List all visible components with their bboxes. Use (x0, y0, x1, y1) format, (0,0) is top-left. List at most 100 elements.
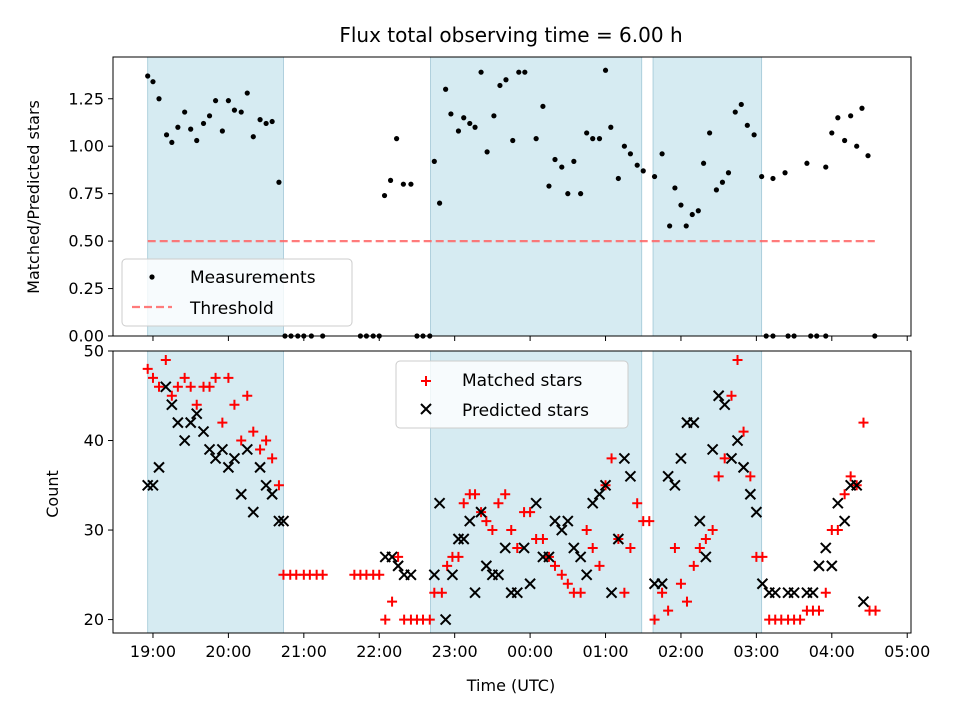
top-panel: 0.00 0.25 0.50 0.75 1.00 1.25 Measurements Thre… (68, 56, 912, 346)
matched-star-point (549, 560, 560, 571)
observing-window (147, 350, 284, 634)
predicted-star-point (820, 542, 832, 554)
predicted-star-point (386, 551, 398, 563)
matched-star-point (732, 354, 743, 365)
measurement-point (578, 191, 584, 197)
matched-star-point (694, 542, 705, 553)
matched-star-point (795, 614, 806, 625)
measurement-point (804, 160, 810, 166)
measurement-point (571, 158, 577, 164)
matched-star-point (556, 569, 567, 580)
predicted-star-point (266, 488, 278, 500)
predicted-star-point (524, 578, 536, 590)
measurement-point (782, 170, 788, 176)
measurement-point (865, 153, 871, 159)
measurement-point (188, 126, 194, 132)
matched-star-point (537, 534, 548, 544)
measurement-point (522, 69, 528, 75)
matched-star-point (481, 516, 492, 527)
matched-star-point (191, 399, 202, 410)
measurement-point (859, 105, 865, 111)
matched-star-point (470, 489, 481, 500)
matched-star-point (442, 560, 453, 571)
predicted-star-point (731, 434, 744, 447)
measurement-point (533, 136, 539, 142)
predicted-star-point (580, 569, 593, 581)
predicted-star-point (857, 595, 870, 608)
matched-star-point (453, 551, 464, 562)
predicted-star-point (807, 587, 819, 599)
matched-star-point (738, 426, 749, 437)
matched-star-point (255, 444, 266, 455)
y-tick-label: 20 (84, 610, 104, 629)
predicted-star-point (184, 416, 197, 429)
predicted-star-point (562, 515, 574, 527)
predicted-star-point (662, 470, 674, 483)
matched-star-point (160, 354, 171, 365)
measurement-point (596, 136, 603, 142)
measurement-point (387, 177, 394, 183)
predicted-star-point (618, 452, 631, 465)
measurement-point (163, 132, 170, 138)
matched-star-point (644, 516, 655, 527)
matched-star-point (458, 498, 469, 509)
matched-star-point (204, 381, 215, 392)
predicted-star-point (706, 443, 719, 456)
predicted-star-point (556, 524, 568, 536)
measurement-point (751, 132, 757, 138)
predicted-star-point (433, 497, 446, 509)
legend-predicted-label: Predicted stars (462, 401, 589, 421)
matched-star-point (813, 605, 824, 616)
predicted-star-point (480, 560, 493, 572)
predicted-star-point (469, 587, 481, 599)
measurement-point (634, 162, 640, 168)
predicted-star-point (247, 506, 259, 518)
measurement-point (707, 130, 713, 136)
measurement-point (150, 79, 156, 85)
measurement-point (455, 128, 462, 134)
measurement-point (206, 113, 213, 119)
measurement-point (408, 181, 414, 187)
matched-star-point (217, 417, 228, 428)
predicted-star-point (530, 497, 542, 509)
measurement-point (823, 164, 829, 170)
predicted-star-point (675, 452, 687, 465)
measurement-point (257, 117, 263, 123)
measurement-point (725, 170, 732, 176)
matched-star-point (681, 596, 692, 607)
matched-star-point (594, 560, 605, 571)
matched-star-point (832, 525, 843, 536)
matched-star-point (273, 480, 284, 491)
matched-star-point (374, 569, 385, 580)
y-tick-label: 50 (84, 342, 104, 361)
predicted-star-point (850, 479, 863, 491)
predicted-star-point (549, 515, 561, 527)
matched-star-point (719, 453, 730, 464)
matched-star-point (142, 363, 153, 374)
predicted-star-point (160, 381, 172, 393)
matched-star-point (700, 534, 711, 544)
matched-star-point (512, 542, 523, 553)
predicted-star-point (439, 613, 452, 626)
x-tick-label: 22:00 (356, 642, 402, 661)
predicted-star-point (475, 506, 487, 518)
predicted-star-point (744, 488, 757, 500)
predicted-star-point (750, 506, 763, 518)
legend-predicted-marker (420, 403, 432, 415)
legend-matched-label: Matched stars (462, 371, 582, 391)
measurement-point (835, 115, 841, 121)
measurement-point (732, 109, 738, 115)
predicted-star-point (222, 461, 235, 474)
matched-star-point (663, 605, 674, 616)
predicted-star-point (769, 587, 781, 599)
matched-star-point (493, 498, 504, 509)
measurement-point (516, 69, 522, 75)
matched-star-point (500, 489, 511, 500)
y-tick-label: 1.25 (68, 89, 104, 108)
predicted-star-point (254, 461, 266, 474)
predicted-star-point (694, 515, 706, 527)
x-tick-label: 04:00 (809, 642, 855, 661)
predicted-star-point (712, 390, 725, 402)
matched-star-point (581, 525, 592, 536)
x-axis-label: Time (UTC) (466, 676, 555, 695)
